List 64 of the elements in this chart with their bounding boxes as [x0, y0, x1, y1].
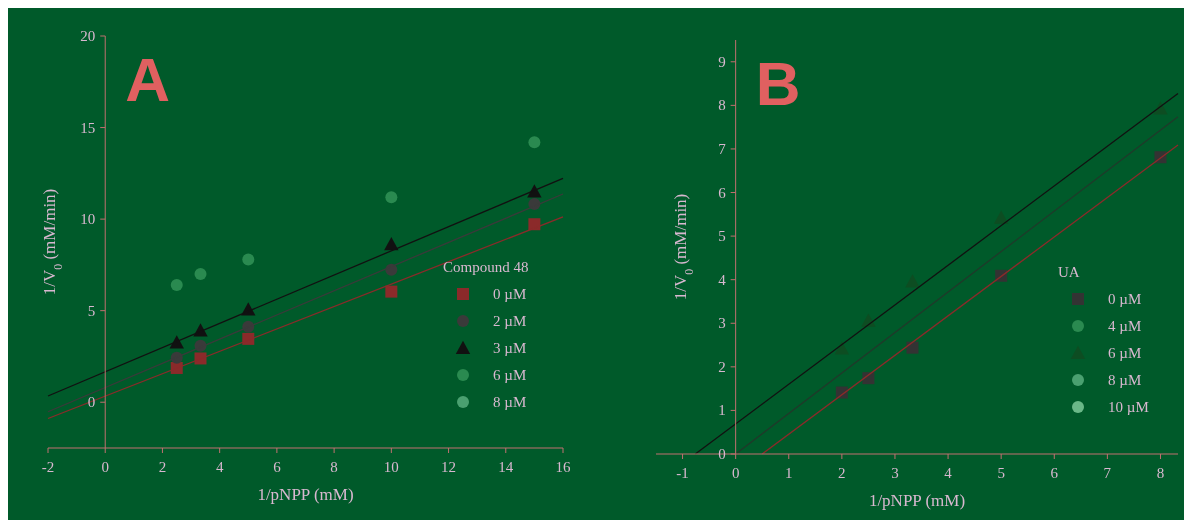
y-tick-label: 3	[718, 315, 726, 332]
x-tick-label: -1	[676, 465, 689, 481]
y-tick-label: 5	[718, 228, 726, 245]
x-tick-label: 6	[1050, 465, 1059, 481]
y-tick-label: 6	[718, 184, 727, 201]
x-tick-label: 0	[731, 465, 740, 481]
x-tick-label: 5	[997, 465, 1005, 481]
point	[834, 341, 850, 355]
x-tick-label: 2	[158, 459, 167, 475]
point	[528, 136, 541, 149]
x-tick-label: 2	[838, 465, 846, 481]
x-tick-label: 3	[891, 465, 899, 481]
point	[384, 237, 399, 251]
y-tick-label: 4	[718, 271, 727, 288]
point	[194, 268, 207, 281]
point	[528, 218, 541, 231]
point	[242, 253, 255, 266]
y-tick-label: 10	[80, 211, 96, 228]
y-tick-label: 15	[80, 119, 96, 136]
legend-label: 2 µM	[493, 313, 527, 329]
y-tick-label: 2	[718, 358, 726, 375]
point	[905, 274, 920, 288]
y-tick-label: 20	[80, 28, 96, 44]
x-tick-label: 12	[441, 459, 457, 475]
legend-title: UA	[1058, 264, 1080, 280]
x-tick-label: 7	[1103, 465, 1112, 481]
legend-label: 8 µM	[1108, 372, 1142, 388]
point	[993, 210, 1009, 224]
legend-label: 0 µM	[493, 286, 527, 302]
x-tick-label: 1	[785, 465, 793, 481]
x-tick-label: 14	[498, 459, 514, 475]
legend-title: Compound 48	[443, 259, 529, 275]
y-tick-label: 7	[718, 140, 727, 157]
point	[170, 279, 183, 292]
legend-label: 8 µM	[493, 394, 527, 410]
y-tick-label: 0	[87, 394, 96, 411]
legend-label: 6 µM	[1108, 345, 1142, 361]
x-tick-label: -2	[41, 459, 55, 475]
point	[906, 341, 919, 354]
point	[385, 191, 398, 204]
annotation: A	[125, 45, 170, 114]
x-tick-label: 16	[555, 459, 571, 475]
x-tick-label: 10	[383, 459, 399, 475]
y-tick-label: 5	[87, 302, 96, 319]
y-tick-label: 1	[718, 402, 726, 419]
x-tick-label: 4	[215, 459, 224, 475]
x-axis-title: 1/pNPP (mM)	[257, 485, 354, 504]
legend-label: 3 µM	[493, 340, 527, 356]
legend-label: 6 µM	[493, 367, 527, 383]
x-axis-title: 1/pNPP (mM)	[868, 491, 966, 510]
y-tick-label: 0	[718, 446, 726, 462]
x-tick-label: 8	[1156, 465, 1165, 481]
x-tick-label: 6	[273, 459, 282, 475]
x-tick-label: 8	[330, 459, 338, 475]
point	[385, 285, 398, 298]
y-tick-label: 8	[718, 97, 726, 114]
legend-label: 4 µM	[1108, 318, 1142, 334]
y-tick-label: 9	[718, 53, 726, 70]
legend-label: 0 µM	[1108, 291, 1142, 307]
legend-label: 10 µM	[1108, 399, 1149, 415]
point	[169, 335, 184, 349]
x-tick-label: 0	[101, 459, 109, 475]
x-tick-label: 4	[944, 465, 953, 481]
annotation: B	[755, 49, 801, 118]
